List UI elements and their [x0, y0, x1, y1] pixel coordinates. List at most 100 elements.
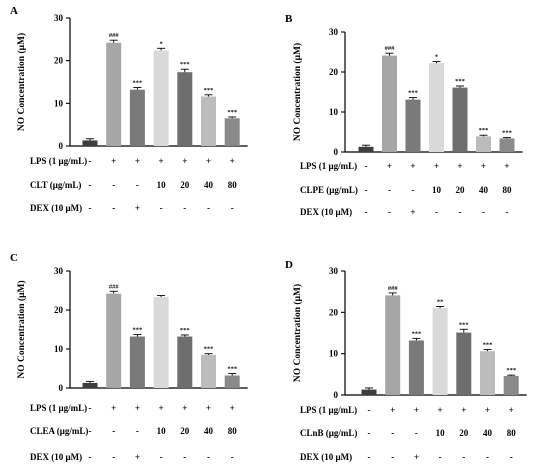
- lps-row-value: +: [457, 161, 462, 171]
- y-tick-label: 20: [54, 305, 64, 315]
- bar: [82, 382, 98, 388]
- extract-row-label: CLEA (μg/mL): [30, 426, 88, 436]
- lps-row-value: +: [481, 161, 486, 171]
- bar: [382, 55, 397, 152]
- panel-letter: C: [10, 252, 18, 264]
- significance-label: ###: [109, 283, 120, 290]
- dex-row-value: -: [482, 207, 485, 217]
- extract-row-value: 40: [483, 428, 493, 438]
- y-tick-label: 30: [329, 266, 339, 276]
- dex-row-value: -: [112, 203, 115, 213]
- extract-row-label: CLPE (μg/mL): [300, 185, 358, 195]
- bar: [201, 354, 216, 388]
- dex-row-value: -: [391, 452, 394, 462]
- significance-label: ***: [408, 90, 418, 97]
- panel-letter: A: [10, 5, 18, 17]
- extract-row-value: -: [89, 180, 92, 190]
- extract-row-value: -: [136, 426, 139, 436]
- significance-label: ###: [385, 45, 396, 52]
- lps-row-value: +: [434, 161, 439, 171]
- dex-row-value: +: [135, 203, 140, 213]
- extract-row-value: 10: [157, 180, 167, 190]
- bar: [432, 308, 448, 395]
- extract-row-value: 80: [228, 180, 238, 190]
- significance-label: ***: [133, 80, 143, 87]
- dex-row-value: -: [112, 452, 115, 462]
- lps-row-label: LPS (1 μg/mL): [300, 405, 357, 415]
- extract-row-label: CLT (μg/mL): [30, 180, 81, 190]
- bar: [429, 63, 444, 153]
- dex-row-value: -: [231, 203, 234, 213]
- dex-row-value: -: [459, 207, 462, 217]
- panel-a: ANO Concentration (μM)0102030###********…: [10, 5, 248, 213]
- lps-row-value: +: [111, 403, 116, 413]
- significance-label: ***: [227, 109, 237, 116]
- lps-row-value: -: [368, 405, 371, 415]
- bar: [408, 340, 424, 395]
- y-tick-label: 30: [54, 13, 64, 23]
- panel-letter: D: [285, 259, 293, 271]
- extract-row-value: -: [412, 185, 415, 195]
- bar: [153, 50, 169, 146]
- dex-row-value: -: [160, 452, 163, 462]
- bar: [503, 375, 519, 395]
- dex-row-value: -: [435, 207, 438, 217]
- dex-row-value: +: [135, 452, 140, 462]
- bar: [476, 136, 491, 152]
- extract-row-value: -: [365, 185, 368, 195]
- lps-row-value: +: [135, 403, 140, 413]
- lps-row-value: +: [182, 403, 187, 413]
- y-axis-label: NO Concentration (μM): [292, 284, 303, 382]
- lps-row-label: LPS (1 μg/mL): [30, 156, 87, 166]
- extract-row-value: -: [136, 180, 139, 190]
- lps-row-value: -: [365, 161, 368, 171]
- extract-row-value: 20: [180, 426, 190, 436]
- dex-row-value: -: [89, 203, 92, 213]
- lps-row-value: +: [461, 405, 466, 415]
- y-tick-label: 30: [54, 266, 64, 276]
- dex-row-label: DEX (10 μM): [30, 203, 82, 213]
- bar: [499, 138, 515, 152]
- lps-row-value: +: [504, 161, 509, 171]
- lps-row-value: +: [509, 405, 514, 415]
- extract-row-value: 20: [180, 180, 190, 190]
- dex-row-label: DEX (10 μM): [300, 207, 352, 217]
- significance-label: ***: [483, 342, 493, 349]
- extract-row-value: 10: [436, 428, 446, 438]
- extract-row-value: 20: [459, 428, 469, 438]
- dex-row-value: -: [510, 452, 513, 462]
- bar: [177, 336, 193, 388]
- lps-row-value: +: [414, 405, 419, 415]
- panel-letter: B: [285, 13, 293, 25]
- y-tick-label: 20: [329, 307, 339, 317]
- bar: [405, 99, 421, 152]
- y-tick-label: 30: [329, 27, 339, 37]
- bar: [224, 118, 240, 146]
- bar: [456, 332, 472, 395]
- y-axis-label: NO Concentration (μM): [16, 280, 27, 378]
- extract-row-value: 40: [204, 180, 214, 190]
- y-tick-label: 0: [334, 390, 339, 400]
- y-tick-label: 10: [329, 107, 339, 117]
- significance-label: ***: [412, 330, 422, 337]
- dex-row-value: -: [183, 452, 186, 462]
- y-tick-label: 10: [54, 344, 64, 354]
- y-tick-label: 10: [329, 349, 339, 359]
- bar: [452, 87, 468, 152]
- lps-row-value: +: [159, 403, 164, 413]
- bar: [82, 140, 98, 146]
- y-tick-label: 20: [329, 67, 339, 77]
- significance-label: *: [159, 40, 162, 47]
- lps-row-value: +: [387, 161, 392, 171]
- dex-row-label: DEX (10 μM): [30, 452, 82, 462]
- significance-label: ***: [180, 61, 190, 68]
- extract-row-value: 40: [204, 426, 214, 436]
- dex-row-value: +: [410, 207, 415, 217]
- extract-row-value: -: [89, 426, 92, 436]
- lps-row-value: +: [182, 156, 187, 166]
- lps-row-value: +: [410, 161, 415, 171]
- panel-b: BNO Concentration (μM)0102030###********…: [285, 13, 523, 217]
- extract-row-value: 80: [228, 426, 238, 436]
- extract-row-value: -: [112, 426, 115, 436]
